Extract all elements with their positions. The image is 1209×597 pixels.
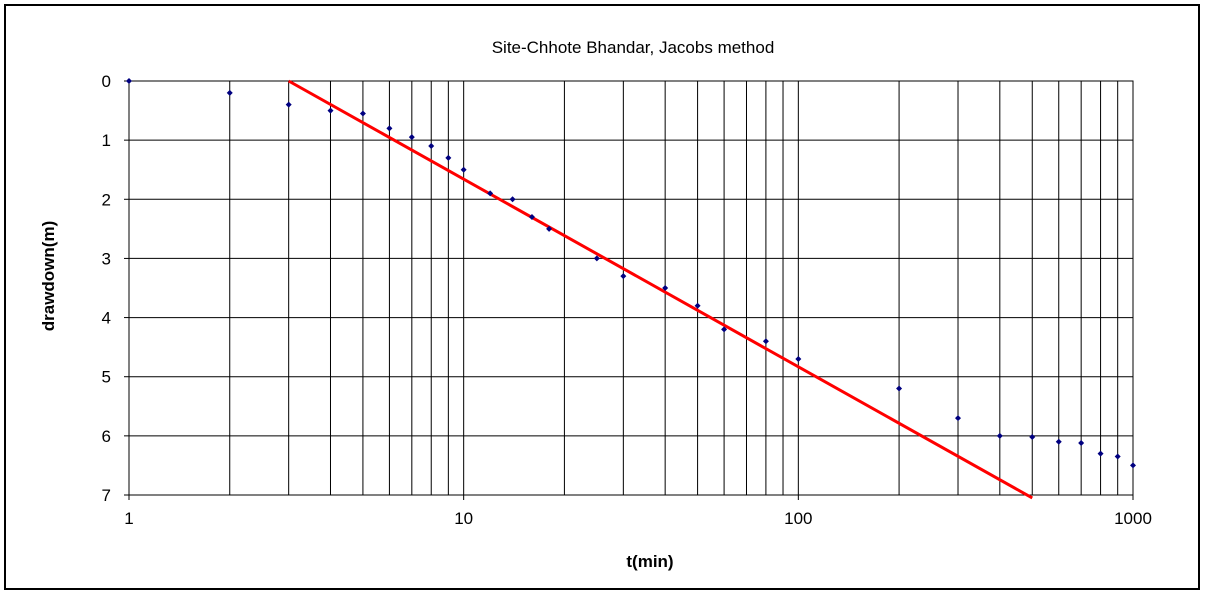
data-point	[359, 110, 366, 117]
data-point	[593, 255, 600, 262]
series-layer	[126, 78, 1136, 500]
y-tick-label: 3	[102, 249, 111, 268]
data-point	[795, 355, 802, 362]
data-point	[1114, 453, 1121, 460]
data-point	[721, 326, 728, 333]
data-point	[408, 134, 415, 141]
chart-svg: Site-Chhote Bhandar, Jacobs method 0 1 2 3 4…	[39, 38, 1152, 571]
chart-title: Site-Chhote Bhandar, Jacobs method	[492, 38, 775, 57]
data-point	[126, 78, 132, 84]
data-point	[762, 338, 769, 345]
data-point	[509, 196, 516, 203]
x-tick-label: 1	[124, 509, 133, 528]
data-point	[428, 143, 435, 150]
data-point	[620, 273, 627, 280]
data-point	[386, 125, 393, 132]
data-point	[996, 432, 1003, 439]
data-point	[662, 285, 669, 291]
trend-line	[287, 79, 1033, 500]
y-tick-labels: 0 1 2 3 4 5 6 7	[102, 72, 129, 505]
data-point	[955, 415, 962, 422]
data-point	[1097, 450, 1104, 457]
data-point	[487, 190, 494, 197]
y-tick-label: 6	[102, 427, 111, 446]
data-point	[1055, 438, 1062, 445]
y-axis-title: drawdown(m)	[39, 221, 58, 332]
x-tick-label: 1000	[1114, 509, 1152, 528]
grid-layer	[129, 80, 1133, 496]
data-point	[226, 89, 233, 96]
y-tick-label: 7	[102, 486, 111, 505]
y-tick-label: 1	[102, 131, 111, 150]
data-point	[1078, 439, 1085, 446]
data-point	[445, 154, 452, 161]
data-point	[1130, 462, 1136, 469]
plot-area-border	[128, 80, 1134, 496]
y-tick-label: 0	[102, 72, 111, 91]
x-tick-label: 10	[454, 509, 473, 528]
x-tick-label: 100	[784, 509, 812, 528]
data-point	[1029, 434, 1036, 441]
data-point	[285, 101, 292, 108]
y-tick-label: 2	[102, 190, 111, 209]
data-point	[528, 214, 535, 221]
data-point	[327, 107, 334, 114]
y-tick-label: 4	[102, 309, 111, 328]
plot-border	[128, 80, 1134, 496]
chart-frame: Site-Chhote Bhandar, Jacobs method 0 1 2 3 4…	[4, 4, 1200, 590]
x-axis-title: t(min)	[626, 552, 673, 571]
data-point	[460, 166, 467, 173]
data-point	[896, 385, 903, 392]
data-point	[694, 302, 701, 309]
y-tick-label: 5	[102, 368, 111, 387]
data-point	[546, 225, 553, 232]
x-tick-labels: 1 10 100 1000	[124, 495, 1152, 528]
